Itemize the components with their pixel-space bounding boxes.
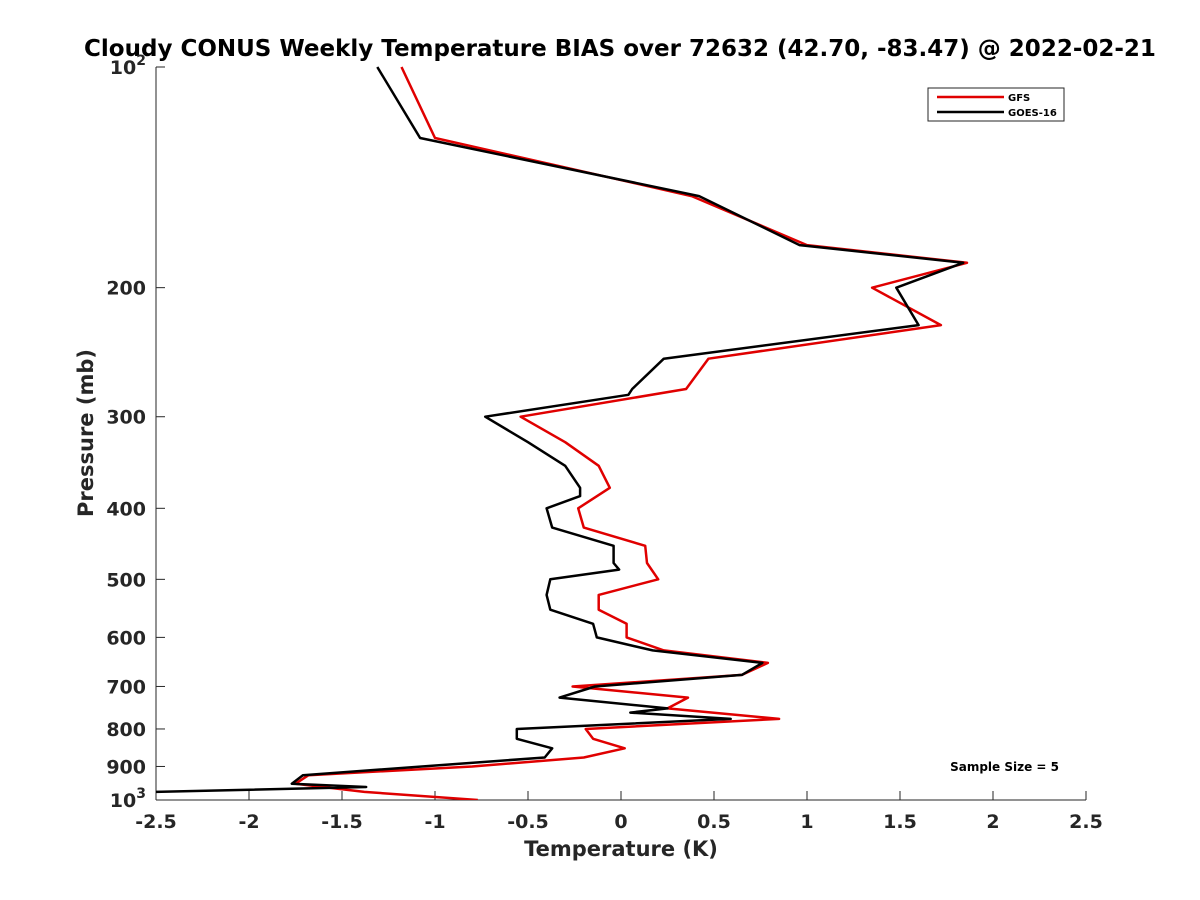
y-tick-label: 300 bbox=[106, 407, 146, 429]
x-tick-label: -0.5 bbox=[507, 811, 549, 833]
y-tick-label: 900 bbox=[106, 756, 146, 778]
y-axis-label: Pressure (mb) bbox=[74, 349, 98, 517]
x-tick-label: -2.5 bbox=[135, 811, 177, 833]
series-line-gfs bbox=[294, 66, 969, 800]
y-tick-label: 102 bbox=[110, 53, 146, 79]
x-tick-label: 2 bbox=[986, 811, 999, 833]
chart-title: Cloudy CONUS Weekly Temperature BIAS ove… bbox=[84, 36, 1156, 62]
x-tick-label: 0 bbox=[614, 811, 627, 833]
x-tick-label: 0.5 bbox=[697, 811, 731, 833]
y-tick-label: 200 bbox=[106, 278, 146, 300]
series-line-goes-16 bbox=[156, 66, 965, 794]
y-tick-label: 400 bbox=[106, 498, 146, 520]
x-tick-label: -1.5 bbox=[321, 811, 363, 833]
legend-label-gfs: GFS bbox=[1008, 93, 1030, 104]
x-tick-label: -1 bbox=[424, 811, 445, 833]
x-tick-label: 2.5 bbox=[1069, 811, 1103, 833]
sample-size-annotation: Sample Size = 5 bbox=[950, 760, 1059, 774]
chart-legend: GFS GOES-16 bbox=[927, 87, 1065, 122]
x-tick-label: 1.5 bbox=[883, 811, 917, 833]
series-lines bbox=[156, 66, 969, 800]
y-axis-ticks: 102 200 300 400 500 600 700 800 900 103 bbox=[106, 53, 165, 812]
y-tick-label: 700 bbox=[106, 676, 146, 698]
x-tick-label: 1 bbox=[800, 811, 813, 833]
x-axis-ticks: -2.5 -2 -1.5 -1 -0.5 0 0.5 1 1.5 2 2.5 bbox=[135, 791, 1103, 833]
x-tick-label: -2 bbox=[238, 811, 259, 833]
y-tick-label: 103 bbox=[110, 786, 146, 812]
legend-label-goes-16: GOES-16 bbox=[1008, 108, 1057, 119]
y-tick-label: 600 bbox=[106, 627, 146, 649]
x-axis-label: Temperature (K) bbox=[524, 837, 718, 861]
y-tick-label: 800 bbox=[106, 719, 146, 741]
legend-box bbox=[927, 87, 1065, 122]
y-tick-label: 500 bbox=[106, 569, 146, 591]
